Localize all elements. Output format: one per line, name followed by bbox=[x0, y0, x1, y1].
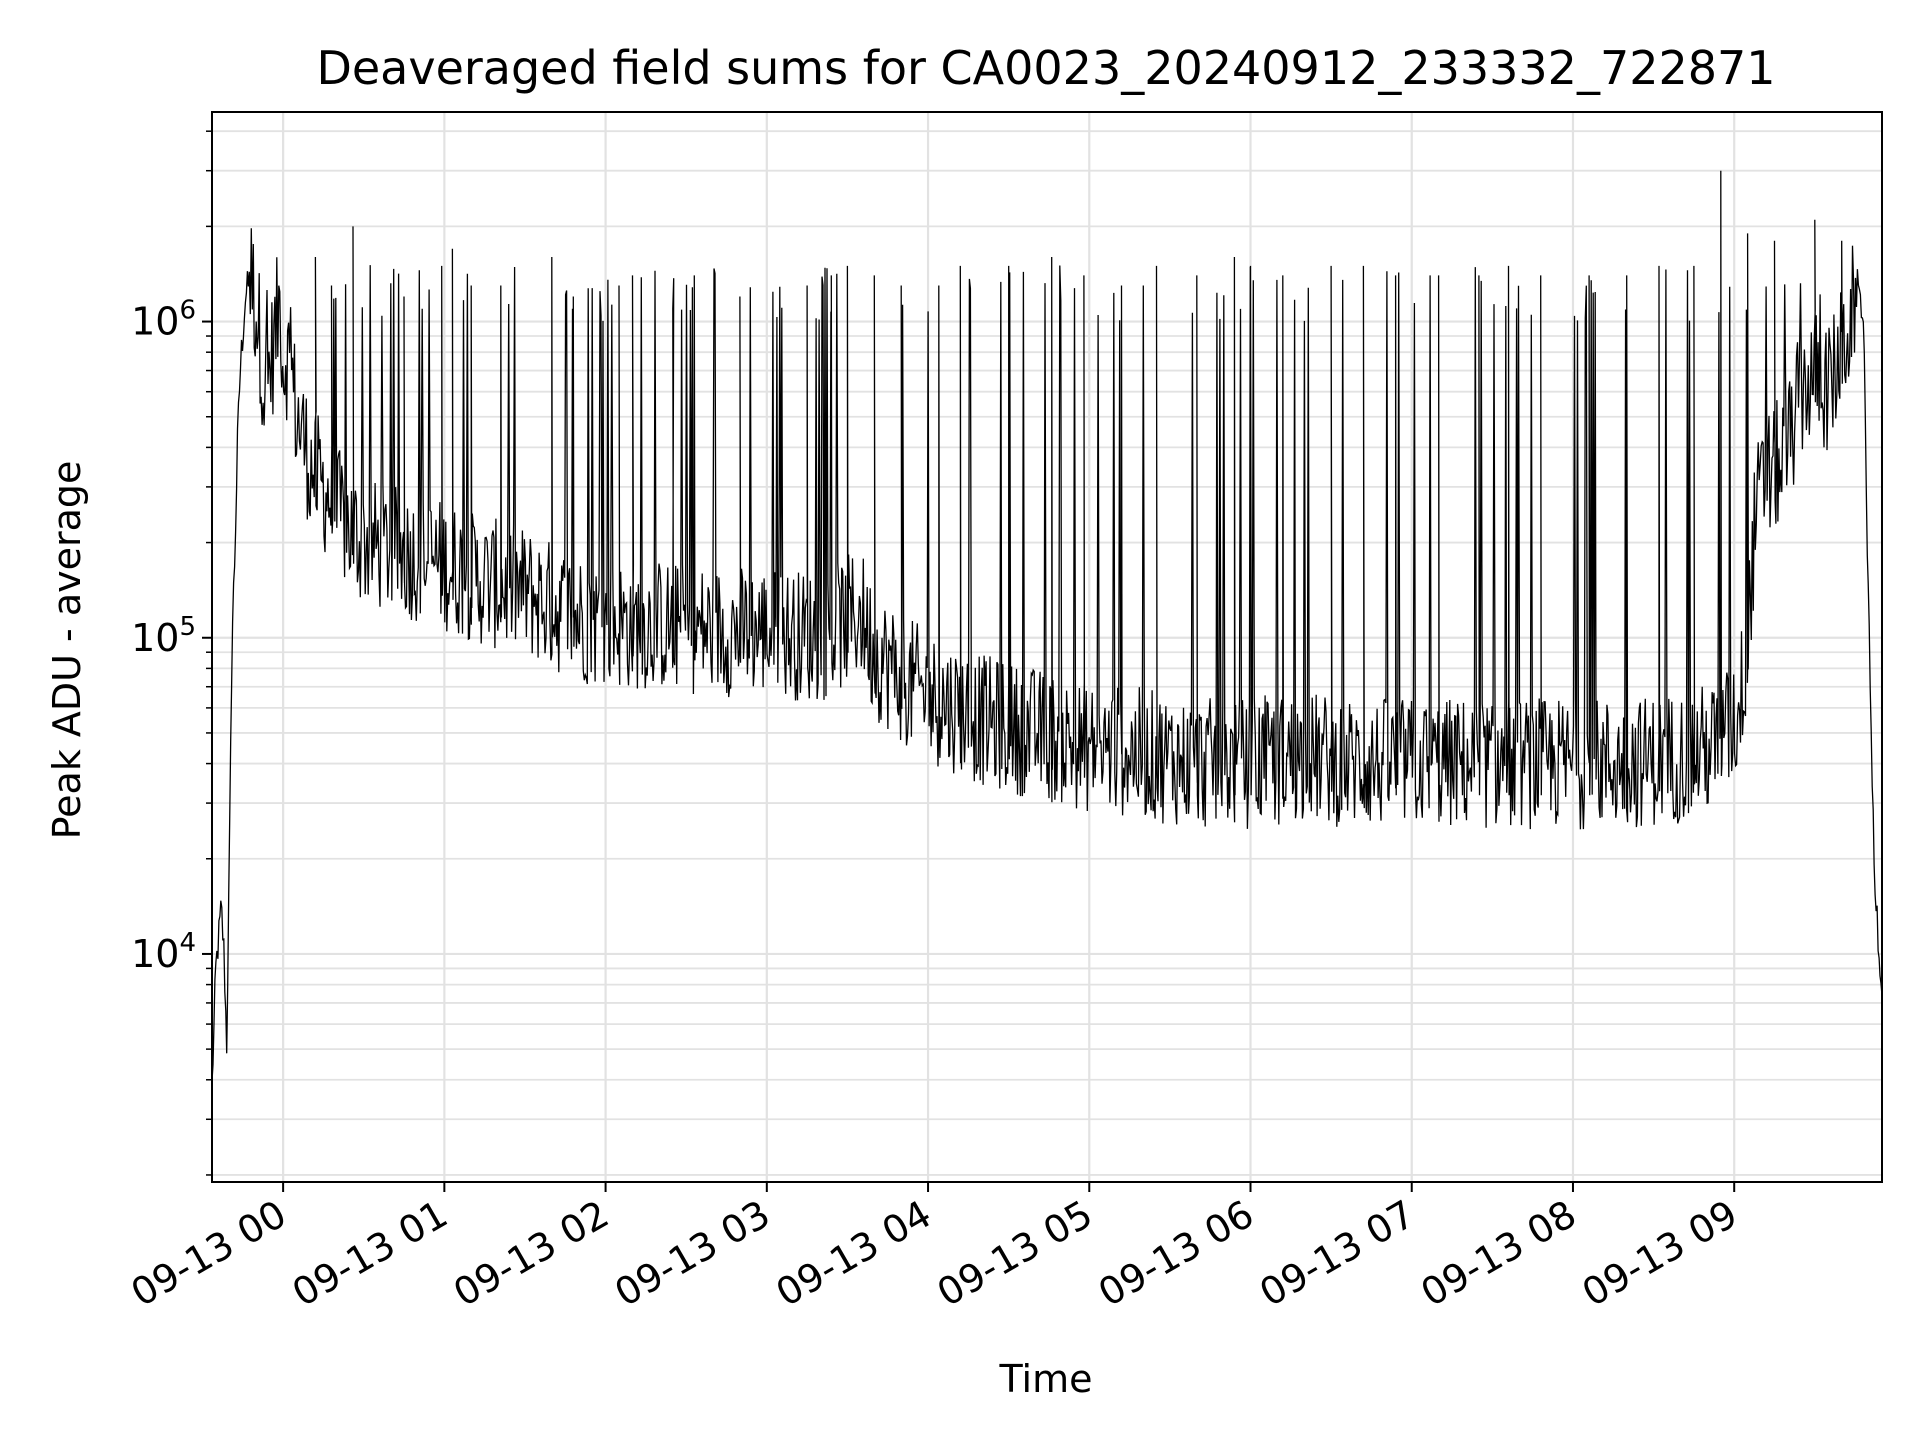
y-tick-label: 106 bbox=[131, 296, 196, 344]
y-tick-label: 105 bbox=[131, 612, 196, 660]
plot-frame bbox=[211, 111, 1883, 1183]
y-tick-label: 104 bbox=[131, 928, 196, 976]
x-axis-label: Time bbox=[999, 1357, 1093, 1401]
chart-title: Deaveraged field sums for CA0023_2024091… bbox=[316, 41, 1775, 95]
y-axis-label: Peak ADU - average bbox=[45, 461, 89, 840]
series-line bbox=[211, 170, 1883, 1081]
grid-layer bbox=[212, 112, 1882, 1182]
data-layer bbox=[211, 170, 1883, 1081]
